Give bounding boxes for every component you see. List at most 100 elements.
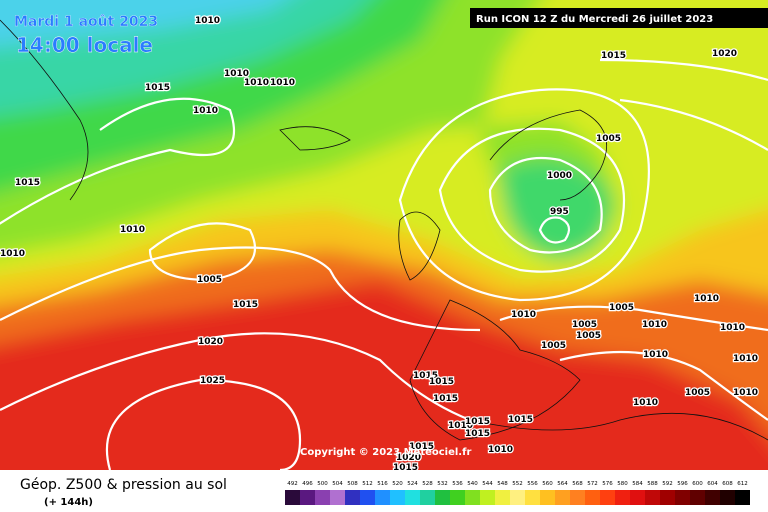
scale-swatch	[495, 490, 510, 505]
scale-swatch	[480, 490, 495, 505]
scale-swatch	[390, 490, 405, 505]
scale-label: 520	[392, 481, 403, 487]
scale-swatch	[555, 490, 570, 505]
isobar-label: 1015	[145, 83, 170, 93]
scale-swatch	[285, 490, 300, 505]
isobar-label: 1015	[465, 417, 490, 427]
scale-swatch	[405, 490, 420, 505]
isobar-label: 1015	[508, 415, 533, 425]
isobar-label: 1010	[224, 69, 249, 79]
isobar-label: 1010	[488, 445, 513, 455]
scale-label: 536	[452, 481, 463, 487]
scale-label: 568	[572, 481, 583, 487]
scale-swatch	[300, 490, 315, 505]
scale-label: 548	[497, 481, 508, 487]
isobar-label: 1015	[413, 371, 438, 381]
isobar-label: 1010	[720, 323, 745, 333]
run-info: Run ICON 12 Z du Mercredi 26 juillet 202…	[476, 14, 713, 25]
isobar-label: 1020	[198, 337, 223, 347]
isobar-label: 1005	[596, 134, 621, 144]
isobar-label: 1010	[633, 398, 658, 408]
isobar-label: 1010	[694, 294, 719, 304]
scale-swatch	[330, 490, 345, 505]
scale-label: 532	[437, 481, 448, 487]
isobar-label: 1010	[244, 78, 269, 88]
isobar-label: 1005	[197, 275, 222, 285]
isobar-label: 1010	[733, 354, 758, 364]
scale-swatch	[675, 490, 690, 505]
scale-swatch	[630, 490, 645, 505]
isobar-label: 1015	[429, 377, 454, 387]
isobar-label: 1015	[433, 394, 458, 404]
scale-swatch	[615, 490, 630, 505]
scale-label: 508	[347, 481, 358, 487]
isobar-label: 1005	[609, 303, 634, 313]
isobar-label: 1015	[233, 300, 258, 310]
scale-swatch	[720, 490, 735, 505]
footer-title: Géop. Z500 & pression au sol	[20, 477, 227, 493]
scale-swatch	[375, 490, 390, 505]
scale-label: 500	[317, 481, 328, 487]
scale-label: 492	[287, 481, 298, 487]
scale-swatch	[360, 490, 375, 505]
isobar-label: 1010	[0, 249, 25, 259]
scale-label: 540	[467, 481, 478, 487]
scale-swatch	[585, 490, 600, 505]
isobar-label: 1010	[733, 388, 758, 398]
scale-label: 588	[647, 481, 658, 487]
scale-label: 584	[632, 481, 643, 487]
scale-swatch	[600, 490, 615, 505]
scale-label: 580	[617, 481, 628, 487]
isobar-label: 1010	[120, 225, 145, 235]
scale-swatch	[570, 490, 585, 505]
scale-label: 560	[542, 481, 553, 487]
isobar-label: 1010	[643, 350, 668, 360]
scale-swatch	[525, 490, 540, 505]
isobar-label: 1025	[200, 376, 225, 386]
copyright: Copyright © 2023 Meteociel.fr	[300, 447, 471, 458]
isobar-label: 1005	[576, 331, 601, 341]
scale-swatch	[690, 490, 705, 505]
isobar-label: 1020	[712, 49, 737, 59]
isobar-label: 1010	[193, 106, 218, 116]
scale-label: 512	[362, 481, 373, 487]
scale-label: 572	[587, 481, 598, 487]
scale-swatch	[420, 490, 435, 505]
isobar-label: 1010	[511, 310, 536, 320]
scale-label: 564	[557, 481, 568, 487]
isobar-label: 1015	[601, 51, 626, 61]
scale-label: 504	[332, 481, 343, 487]
isobar-label: 1015	[15, 178, 40, 188]
scale-label: 596	[677, 481, 688, 487]
local-time: 14:00 locale	[16, 33, 153, 57]
isobar-label: 1010	[448, 421, 473, 431]
scale-swatch	[510, 490, 525, 505]
scale-label: 496	[302, 481, 313, 487]
scale-label: 524	[407, 481, 418, 487]
scale-label: 608	[722, 481, 733, 487]
scale-label: 516	[377, 481, 388, 487]
scale-swatch	[345, 490, 360, 505]
isobar-label: 1010	[270, 78, 295, 88]
scale-label: 556	[527, 481, 538, 487]
scale-swatch	[450, 490, 465, 505]
isobar-label: 1010	[642, 320, 667, 330]
isobar-label: 1005	[572, 320, 597, 330]
scale-swatch	[735, 490, 750, 505]
isobar-label: 1005	[685, 388, 710, 398]
isobar-label: 1000	[547, 171, 572, 181]
field	[0, 0, 768, 500]
scale-label: 552	[512, 481, 523, 487]
forecast-range: (+ 144h)	[44, 497, 93, 508]
scale-swatch	[465, 490, 480, 505]
isobar-label: 995	[550, 207, 569, 217]
scale-label: 600	[692, 481, 703, 487]
run-banner	[470, 8, 768, 28]
scale-swatch	[435, 490, 450, 505]
scale-swatch	[645, 490, 660, 505]
isobar-label: 1015	[409, 442, 434, 452]
scale-label: 528	[422, 481, 433, 487]
scale-swatch	[705, 490, 720, 505]
